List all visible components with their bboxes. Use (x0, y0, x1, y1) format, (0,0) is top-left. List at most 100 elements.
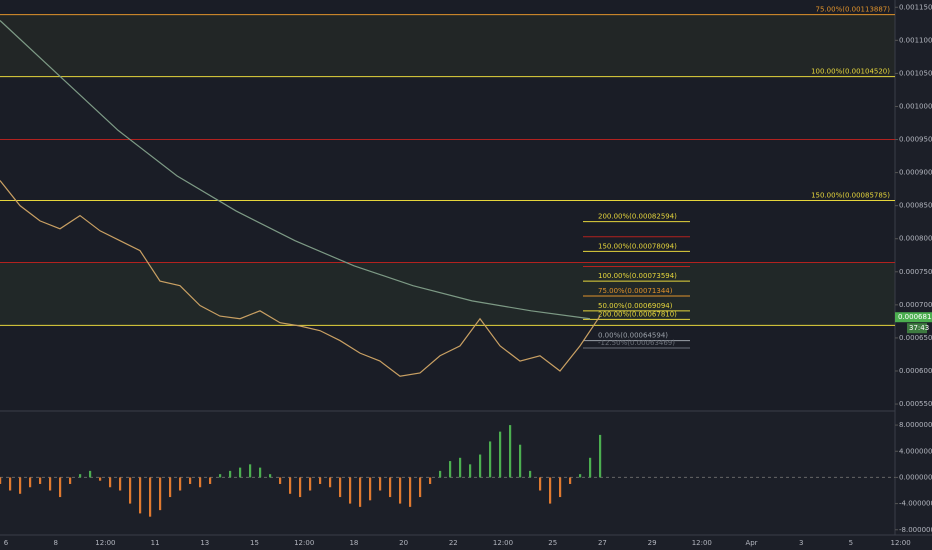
fib-label: 200.00%(0.00067810) (598, 310, 677, 318)
fib-label: 150.00%(0.00078094) (598, 242, 677, 250)
histogram-bar (599, 434, 602, 478)
histogram-bar (589, 457, 592, 478)
y-tick-label: -4.00000000 (899, 500, 932, 508)
histogram-bar (239, 467, 242, 478)
countdown-badge (907, 323, 927, 334)
histogram-bar (139, 477, 142, 514)
y-tick-label: 0.00110000 (899, 36, 932, 44)
histogram-bar (369, 477, 372, 501)
y-tick-label: 0.00090000 (899, 169, 932, 177)
histogram-bar (389, 477, 392, 498)
fib-label: 200.00%(0.00082594) (598, 213, 677, 221)
countdown: 37:43 (909, 324, 929, 332)
histogram-bar (479, 454, 482, 478)
histogram-bar (69, 477, 72, 484)
histogram-bar (79, 474, 82, 478)
histogram-bar (329, 477, 332, 488)
fib-label: 100.00%(0.00073594) (598, 272, 677, 280)
x-tick-label: 8 (53, 539, 57, 547)
x-tick-label: 12:00 (891, 539, 911, 547)
y-tick-label: -8.00000000 (899, 526, 932, 534)
y-tick-label: 0.00055000 (899, 400, 932, 408)
x-tick-label: 12:00 (95, 539, 115, 547)
histogram-bar (419, 477, 422, 498)
y-tick-label: 0.00100000 (899, 102, 932, 110)
histogram-bar (109, 477, 112, 488)
y-tick-label: 0.00075000 (899, 268, 932, 276)
histogram-bar (189, 477, 192, 484)
histogram-bar (219, 474, 222, 478)
y-tick-label: 0.00060000 (899, 367, 932, 375)
y-tick-label: 0.00085000 (899, 202, 932, 210)
x-tick-label: 27 (598, 539, 607, 547)
fib-label: 50.00%(0.00069094) (598, 302, 673, 310)
histogram-bar (339, 477, 342, 498)
histogram-bar (449, 461, 452, 478)
x-tick-label: 12:00 (493, 539, 513, 547)
histogram-bar (49, 477, 52, 491)
price-label: 0.00068130 (898, 313, 932, 321)
histogram-bar (429, 477, 432, 484)
x-tick-label: 5 (849, 539, 853, 547)
histogram-bar (129, 477, 132, 504)
y-tick-label: 0.00000000 (899, 473, 932, 481)
histogram-bar (499, 431, 502, 478)
histogram-bar (59, 477, 62, 498)
histogram-bar (469, 464, 472, 478)
x-tick-label: 6 (4, 539, 9, 547)
y-tick-label: 0.00070000 (899, 301, 932, 309)
histogram-bar (289, 477, 292, 494)
histogram-bar (229, 470, 232, 478)
histogram-bar (39, 477, 42, 484)
histogram-bar (399, 477, 402, 504)
fib-label: -12.50%(0.00063469) (598, 339, 675, 347)
zone (0, 15, 895, 77)
y-tick-label: 0.00080000 (899, 235, 932, 243)
histogram-bar (439, 470, 442, 478)
x-tick-label: Apr (745, 539, 757, 547)
histogram-bar (509, 425, 512, 478)
histogram-bar (209, 477, 212, 484)
histogram-bar (309, 477, 312, 491)
price-line (0, 180, 601, 377)
histogram-bar (489, 441, 492, 478)
histogram-bar (159, 477, 162, 511)
histogram-bar (259, 467, 262, 478)
fib-label: 0.00%(0.00064594) (598, 332, 668, 340)
histogram-bar (249, 464, 252, 478)
histogram-bar (169, 477, 172, 498)
histogram-bar (89, 470, 92, 478)
y-tick-label: 0.00095000 (899, 136, 932, 144)
histogram-bar (29, 477, 32, 488)
histogram-bar (149, 477, 152, 517)
y-tick-label: 8.00000000 (899, 421, 932, 429)
histogram-bar (539, 477, 542, 491)
histogram-bar (269, 474, 272, 478)
histogram-bar (119, 477, 122, 491)
x-tick-label: 18 (349, 539, 358, 547)
histogram-bar (519, 444, 522, 478)
histogram-bar (409, 477, 412, 507)
x-tick-label: 25 (548, 539, 557, 547)
histogram-bar (349, 477, 352, 504)
fib-label: 75.00%(0.00113887) (816, 6, 891, 14)
x-tick-label: 11 (151, 539, 160, 547)
histogram-bar (179, 477, 182, 491)
histogram-bar (579, 474, 582, 478)
y-tick-label: 4.00000000 (899, 447, 932, 455)
histogram-bar (279, 477, 282, 484)
histogram-bar (299, 477, 302, 498)
zone (0, 262, 895, 325)
x-tick-label: 22 (449, 539, 458, 547)
histogram-bar (549, 477, 552, 504)
histogram-bar (379, 477, 382, 491)
histogram-bar (319, 477, 322, 484)
histogram-bar (459, 457, 462, 478)
x-tick-label: 12:00 (692, 539, 712, 547)
price-badge (895, 312, 932, 323)
y-tick-label: 0.00105000 (899, 69, 932, 77)
histogram-bar (0, 477, 2, 484)
y-tick-label: 0.00115000 (899, 3, 932, 11)
fib-label: 75.00%(0.00071344) (598, 287, 673, 295)
